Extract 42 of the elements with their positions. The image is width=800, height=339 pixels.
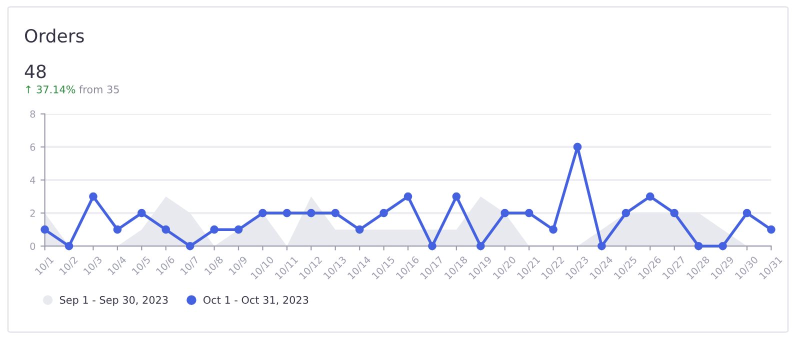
point xyxy=(64,242,74,250)
point xyxy=(380,208,388,218)
point xyxy=(404,192,412,201)
point xyxy=(742,208,752,218)
y-tick-label: 6 xyxy=(30,143,36,151)
point xyxy=(210,225,218,234)
point xyxy=(549,225,558,234)
point xyxy=(694,242,703,250)
point xyxy=(306,208,316,218)
point xyxy=(428,242,436,250)
point xyxy=(476,242,485,250)
point xyxy=(89,192,98,201)
point xyxy=(113,225,122,234)
point xyxy=(452,192,461,201)
y-tick-label: 2 xyxy=(30,210,35,217)
legend-label: Sep 1 - Sep 30, 2023 xyxy=(60,296,168,306)
point xyxy=(622,208,630,218)
chart-subtitle: 48 xyxy=(24,64,46,78)
point xyxy=(573,142,582,152)
point xyxy=(646,192,654,201)
point xyxy=(767,225,776,234)
point xyxy=(186,242,194,250)
point xyxy=(598,242,606,250)
point xyxy=(670,208,679,218)
point xyxy=(258,208,267,218)
point xyxy=(355,225,364,234)
y-tick-label: 4 xyxy=(30,176,36,184)
text: ↑ 37.14% xyxy=(26,85,76,94)
y-tick-label: 8 xyxy=(30,110,36,118)
chart-title: Orders xyxy=(25,28,84,43)
point xyxy=(40,225,49,234)
point xyxy=(718,242,727,250)
point xyxy=(524,208,534,218)
y-tick-label: 0 xyxy=(30,242,36,250)
text: from 35 xyxy=(79,85,119,94)
point xyxy=(137,208,146,218)
point xyxy=(234,225,243,234)
point xyxy=(162,225,170,234)
point xyxy=(331,208,340,218)
legend-label: Oct 1 - Oct 31, 2023 xyxy=(203,296,308,305)
point xyxy=(282,208,292,218)
point xyxy=(500,208,510,218)
